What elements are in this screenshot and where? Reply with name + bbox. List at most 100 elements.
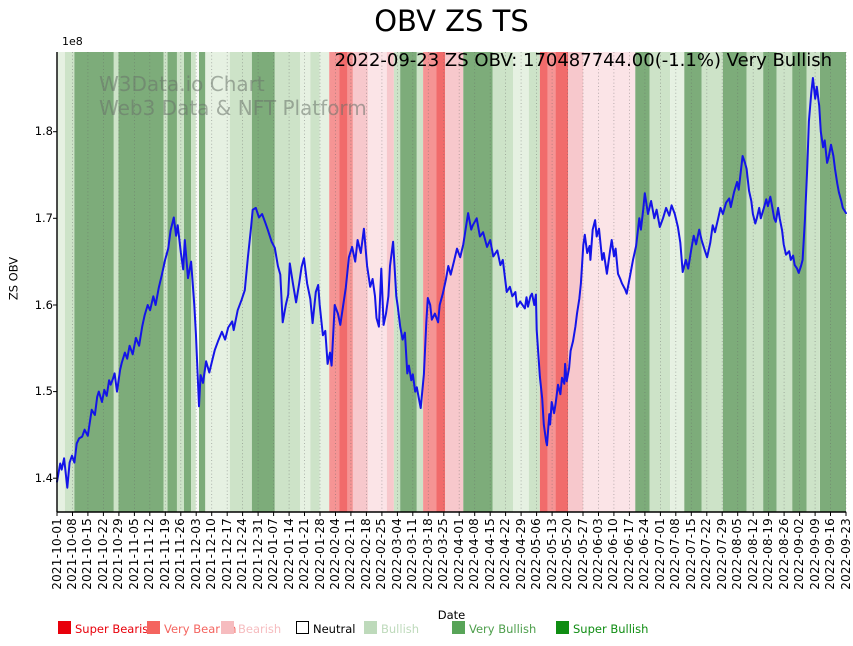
x-tick-label: 2022-03-11 xyxy=(405,518,420,590)
sentiment-band-very_bullish xyxy=(251,52,275,512)
x-tick-label: 2022-07-22 xyxy=(699,518,714,590)
x-tick-label: 2022-04-15 xyxy=(482,518,497,590)
x-tick-label: 2021-10-22 xyxy=(95,518,110,590)
x-tick-label: 2022-05-06 xyxy=(529,518,544,590)
x-axis-title: Date xyxy=(437,608,466,622)
x-tick-label: 2022-04-22 xyxy=(498,518,513,590)
y-tick-label: 1.5 xyxy=(34,384,53,399)
sentiment-band-very_bullish xyxy=(792,52,807,512)
x-tick-label: 2021-12-31 xyxy=(250,518,265,590)
sentiment-band-very_bullish xyxy=(118,52,164,512)
sentiment-band-very_bearish xyxy=(329,52,340,512)
sentiment-band-bullish xyxy=(310,52,320,512)
x-tick-label: 2022-05-20 xyxy=(560,518,574,590)
sentiment-band-very_bullish xyxy=(820,52,846,512)
legend-swatch-icon xyxy=(452,621,465,634)
y-tick-label: 1.4 xyxy=(34,470,53,485)
sentiment-band-very_bullish xyxy=(199,52,206,512)
x-tick-label: 2022-05-27 xyxy=(575,518,590,590)
x-tick-label: 2022-02-18 xyxy=(358,518,373,590)
x-tick-label: 2022-08-12 xyxy=(745,518,760,590)
sentiment-band-very_bullish xyxy=(635,52,650,512)
x-tick-label: 2022-05-13 xyxy=(544,518,559,590)
sentiment-band-very_bearish_dark xyxy=(555,52,569,512)
sentiment-band-very_bearish_dark xyxy=(436,52,446,512)
legend-item-super-bearish: Super Bearish xyxy=(58,621,156,636)
legend-item-bullish: Bullish xyxy=(364,621,420,636)
legend-label: Super Bearish xyxy=(75,622,156,636)
x-tick-label: 2022-09-23 xyxy=(838,518,853,590)
sentiment-band-very_bullish xyxy=(722,52,747,512)
watermark-line1: W3Data.io Chart xyxy=(99,72,265,96)
sentiment-band-bullish_light xyxy=(319,52,330,512)
sentiment-band-bearish xyxy=(386,52,394,512)
x-tick-label: 2022-09-02 xyxy=(792,518,807,590)
x-tick-label: 2021-10-29 xyxy=(111,518,126,590)
sentiment-band-bearish_light xyxy=(583,52,636,512)
x-tick-label: 2022-07-29 xyxy=(714,518,729,590)
x-tick-label: 2021-12-24 xyxy=(235,518,250,590)
y-axis-offset-label: 1e8 xyxy=(62,35,83,48)
x-tick-label: 2022-08-05 xyxy=(730,518,745,590)
sentiment-band-bullish xyxy=(113,52,119,512)
y-tick-label: 1.8 xyxy=(34,124,53,139)
sentiment-band-bullish xyxy=(649,52,670,512)
sentiment-band-very_bearish xyxy=(423,52,437,512)
sentiment-band-bullish xyxy=(176,52,184,512)
sentiment-band-bearish_light xyxy=(367,52,387,512)
sentiment-band-very_bearish xyxy=(547,52,556,512)
sentiment-band-bullish_light xyxy=(57,52,65,512)
legend-label: Very Bearish xyxy=(164,622,237,636)
sentiment-band-very_bullish xyxy=(74,52,114,512)
x-tick-label: 2021-12-17 xyxy=(219,518,234,590)
legend-item-neutral: Neutral xyxy=(296,621,355,636)
legend-label: Bullish xyxy=(381,622,420,636)
x-tick-label: 2022-07-01 xyxy=(652,518,667,590)
x-tick-label: 2022-02-25 xyxy=(374,518,389,590)
legend-item-bearish: Bearish xyxy=(221,621,281,636)
x-tick-label: 2022-02-11 xyxy=(343,518,358,590)
sentiment-band-bullish_light xyxy=(513,52,529,512)
x-tick-label: 2022-04-29 xyxy=(513,518,528,590)
legend-label: Very Bullish xyxy=(469,622,537,636)
sentiment-band-bullish xyxy=(229,52,252,512)
sentiment-band-bearish xyxy=(568,52,584,512)
legend-swatch-icon xyxy=(147,621,160,634)
sentiment-band-very_bullish xyxy=(684,52,702,512)
x-tick-label: 2022-06-17 xyxy=(621,518,636,590)
x-tick-label: 2022-04-08 xyxy=(467,518,482,590)
x-tick-label: 2022-01-28 xyxy=(312,518,327,590)
x-tick-label: 2022-03-04 xyxy=(389,518,404,590)
x-tick-label: 2022-06-10 xyxy=(606,518,621,590)
sentiment-band-bullish xyxy=(806,52,820,512)
chart-title: OBV ZS TS xyxy=(374,4,529,38)
x-tick-label: 2022-09-09 xyxy=(807,518,822,590)
x-tick-label: 2022-02-04 xyxy=(328,518,342,590)
sentiment-band-very_bearish_dark xyxy=(539,52,548,512)
x-tick-label: 2021-11-26 xyxy=(173,518,188,590)
x-tick-label: 2021-10-08 xyxy=(65,518,79,590)
legend-swatch-icon xyxy=(221,621,234,634)
x-tick-label: 2022-08-26 xyxy=(776,518,791,590)
x-tick-label: 2022-04-01 xyxy=(451,518,466,590)
sentiment-band-very_bearish xyxy=(347,52,353,512)
sentiment-band-bullish xyxy=(274,52,300,512)
x-tick-label: 2022-08-19 xyxy=(761,518,776,590)
legend-item-very-bullish: Very Bullish xyxy=(452,621,537,636)
x-tick-label: 2021-10-01 xyxy=(49,518,64,590)
sentiment-band-bullish xyxy=(746,52,764,512)
sentiment-band-bullish xyxy=(701,52,723,512)
sentiment-band-bearish xyxy=(445,52,464,512)
x-tick-label: 2021-11-05 xyxy=(126,518,141,590)
sentiment-band-bullish_light xyxy=(300,52,311,512)
sentiment-band-very_bullish xyxy=(463,52,493,512)
watermark-line2: Web3 Data & NFT Platform xyxy=(99,96,367,120)
y-tick-label: 1.6 xyxy=(34,297,53,312)
sentiment-band-bullish xyxy=(776,52,793,512)
y-axis-title: ZS OBV xyxy=(6,256,21,301)
x-tick-label: 2022-07-15 xyxy=(683,518,698,590)
legend-swatch-icon xyxy=(296,621,309,634)
sentiment-band-very_bullish xyxy=(763,52,777,512)
x-tick-label: 2022-06-03 xyxy=(591,518,605,590)
